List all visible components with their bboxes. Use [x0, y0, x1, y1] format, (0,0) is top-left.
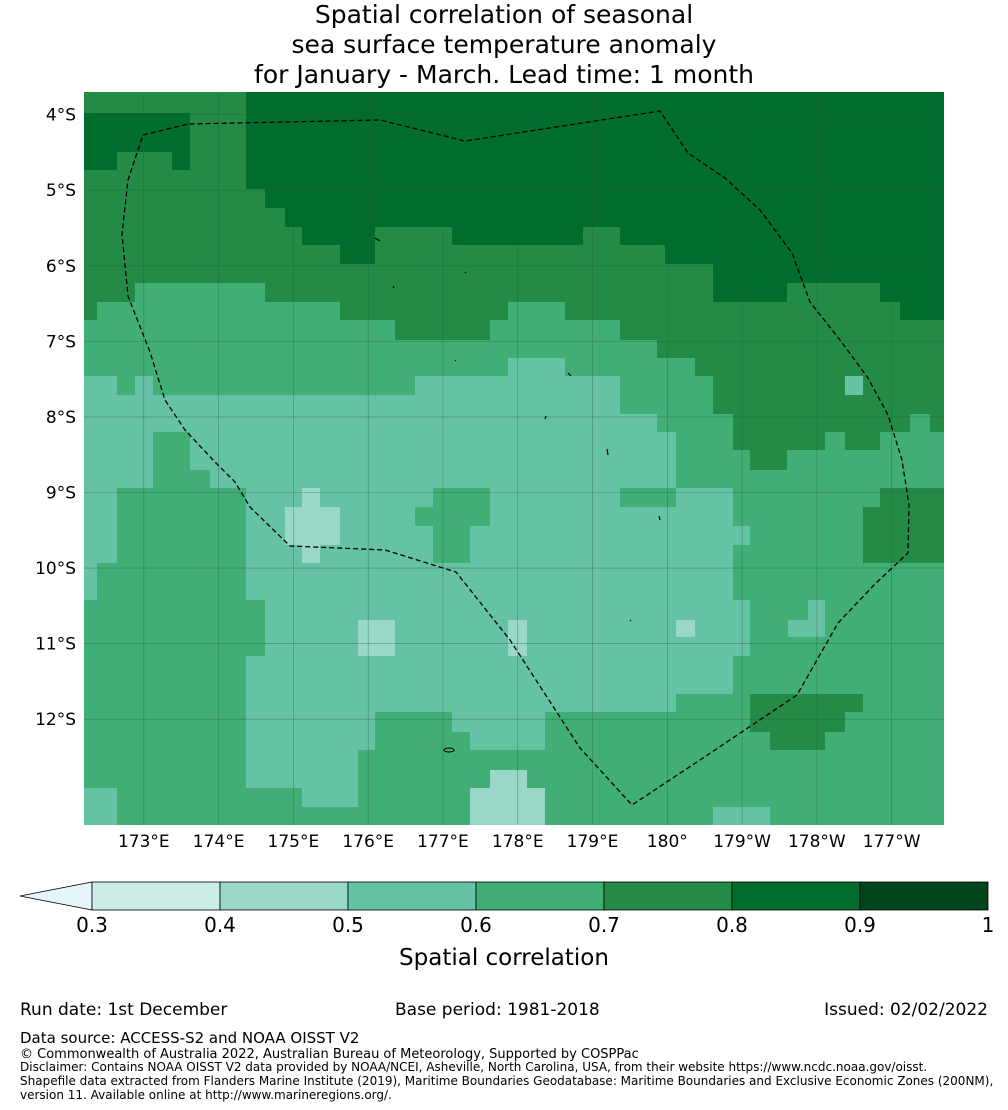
lat-tick-label: 9°S [46, 484, 76, 504]
band-0.6-0.7 [395, 750, 433, 770]
colorbar-extend-arrow [19, 881, 93, 911]
copyright: © Commonwealth of Australia 2022, Austra… [20, 1047, 639, 1062]
shapefile-credit-1: Shapefile data extracted from Flanders M… [20, 1074, 994, 1088]
map-figure: 173°E 174°E 175°E 176°E 177°E 178°E 179°E 180° 1… [35, 92, 944, 852]
lon-tick-label: 174°E [193, 832, 245, 852]
band-0.4-0.5 [676, 620, 695, 637]
title-line-3: for January - March. Lead time: 1 month [254, 60, 754, 89]
colorbar-segment [91, 881, 221, 911]
latitude-labels: 4°S 5°S 6°S 7°S 8°S 9°S 10°S 11°S 12°S [35, 106, 76, 731]
lon-tick-label: 177°W [863, 832, 921, 852]
island [606, 448, 609, 456]
disclaimer: Disclaimer: Contains NOAA OISST V2 data … [20, 1060, 928, 1074]
band-0.5-0.6 [845, 376, 863, 395]
lon-tick-label: 178°W [788, 832, 846, 852]
band-0.6-0.7 [84, 302, 135, 395]
colorbar-tick-label: 0.8 [716, 913, 748, 937]
island [567, 372, 572, 377]
base-period: Base period: 1981-2018 [395, 1000, 600, 1020]
title-line-2: sea surface temperature anomaly [291, 30, 717, 59]
band-0.5-0.6 [84, 788, 117, 825]
colorbar-tick-label: 0.4 [204, 913, 236, 937]
colorbar-label: Spatial correlation [399, 945, 609, 971]
longitude-labels: 173°E 174°E 175°E 176°E 177°E 178°E 179°E 180° 1… [118, 832, 921, 852]
lon-tick-label: 179°W [713, 832, 771, 852]
band-0.4-0.5 [285, 488, 340, 563]
lat-tick-label: 4°S [46, 106, 76, 126]
title-line-1: Spatial correlation of seasonal [314, 0, 694, 29]
lon-tick-label: 173°E [118, 832, 170, 852]
run-date: Run date: 1st December [20, 1000, 228, 1020]
band-0.6-0.7 [84, 432, 246, 825]
colorbar-segment [859, 881, 989, 911]
band-0.7-0.8 [750, 694, 863, 750]
island [629, 619, 632, 622]
colorbar-segment [219, 881, 349, 911]
eez-boundary [121, 110, 910, 806]
lat-tick-label: 12°S [35, 710, 76, 730]
lon-tick-label: 180° [647, 832, 688, 852]
island [392, 285, 395, 289]
lat-tick-label: 5°S [46, 181, 76, 201]
colorbar-segment [347, 881, 477, 911]
band-0.4-0.5 [470, 770, 545, 825]
data-source: Data source: ACCESS-S2 and NOAA OISST V2 [20, 1029, 360, 1047]
lat-tick-label: 10°S [35, 559, 76, 579]
island [374, 237, 381, 242]
lat-tick-label: 8°S [46, 408, 76, 428]
issued-date: Issued: 02/02/2022 [824, 1000, 988, 1020]
colorbar-tick-label: 0.5 [332, 913, 364, 937]
colorbar-segment [475, 881, 605, 911]
lon-tick-label: 179°E [567, 832, 619, 852]
lon-tick-label: 175°E [268, 832, 320, 852]
colorbar-tick-label: 0.6 [460, 913, 492, 937]
band-0.4-0.5 [358, 620, 395, 656]
lon-tick-label: 177°E [417, 832, 469, 852]
correlation-map [84, 92, 944, 825]
colorbar-tick-label: 0.3 [76, 913, 108, 937]
island [464, 271, 467, 274]
colorbar-tick-label: 0.9 [844, 913, 876, 937]
island [544, 415, 547, 420]
island [443, 747, 455, 753]
band-0.6-0.7 [135, 283, 508, 414]
band-0.6-0.7 [583, 788, 600, 807]
band-0.7-0.8 [84, 92, 172, 113]
band-0.6-0.7 [433, 488, 490, 563]
band-0.5-0.6 [84, 376, 153, 600]
colorbar-segment [731, 881, 861, 911]
shapefile-credit-2: version 11. Available online at http://w… [20, 1088, 392, 1102]
lon-tick-label: 176°E [342, 832, 394, 852]
band-0.5-0.6 [788, 600, 825, 637]
colorbar-segment [603, 881, 733, 911]
band-0.7-0.8 [863, 488, 944, 563]
band-0.5-0.6 [713, 807, 770, 825]
lat-tick-label: 7°S [46, 332, 76, 352]
band-0.8-0.9 [84, 92, 944, 320]
colorbar: 0.3 0.4 0.5 0.6 0.7 0.8 0.9 1 Spatial correlati… [19, 881, 995, 971]
colorbar-tick-label: 0.7 [588, 913, 620, 937]
island [658, 515, 661, 521]
graticule [84, 92, 944, 825]
lon-tick-label: 178°E [492, 832, 544, 852]
lat-tick-label: 11°S [35, 635, 76, 655]
band-0.5-0.6 [508, 358, 565, 376]
islands [374, 237, 661, 753]
lat-tick-label: 6°S [46, 257, 76, 277]
colorbar-tick-label: 1 [982, 913, 995, 937]
band-0.5-0.6 [210, 395, 285, 414]
island [454, 359, 457, 362]
